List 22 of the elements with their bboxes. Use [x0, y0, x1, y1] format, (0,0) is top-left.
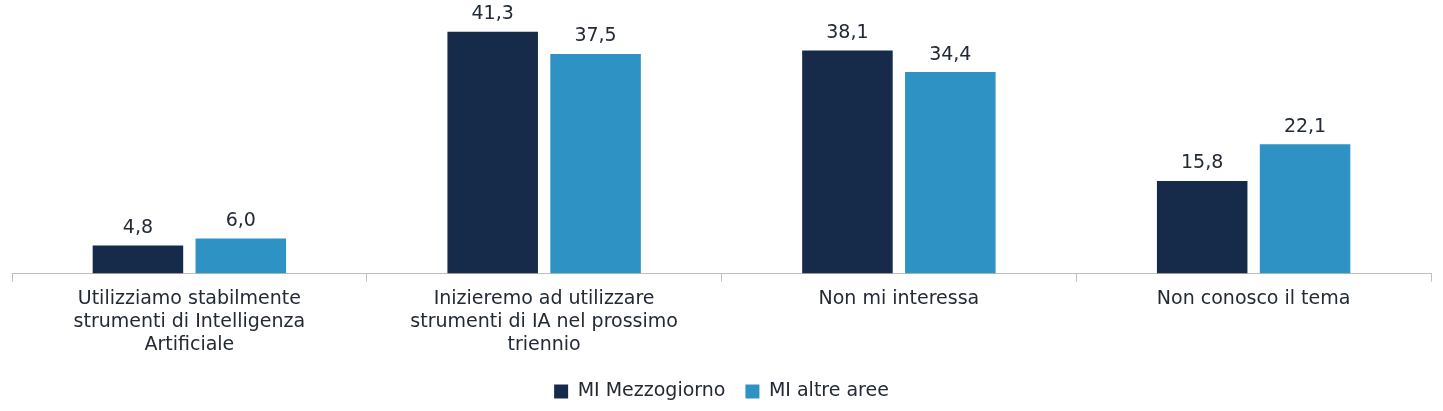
bar	[1156, 181, 1248, 274]
legend-label: MI altre aree	[768, 378, 889, 401]
x-tick-label: Non mi interessa	[818, 285, 980, 308]
x-tick-label: Inizieremo ad utilizzare strumenti di IA nel prossimo triennio	[410, 285, 678, 354]
data-label: 37,5	[574, 23, 617, 46]
data-label: 6,0	[225, 207, 256, 230]
bar	[905, 72, 996, 274]
data-label: 22,1	[1283, 113, 1327, 136]
data-label: 41,3	[471, 1, 514, 24]
legend-label: MI Mezzogiorno	[577, 378, 726, 401]
data-label: 38,1	[826, 19, 869, 42]
data-label: 34,4	[929, 41, 972, 64]
bar	[447, 31, 538, 274]
data-label: 15,8	[1181, 150, 1224, 173]
bar	[92, 245, 184, 274]
bar	[1259, 144, 1351, 274]
x-tick-label: Non conosco il tema	[1156, 285, 1351, 308]
bar	[550, 53, 641, 274]
data-label: 4,8	[122, 214, 154, 237]
x-tick-label: Utilizziamo stabilmente strumenti di Intelligenza Artificiale	[73, 285, 306, 354]
bar	[802, 50, 893, 274]
bar	[195, 238, 287, 274]
